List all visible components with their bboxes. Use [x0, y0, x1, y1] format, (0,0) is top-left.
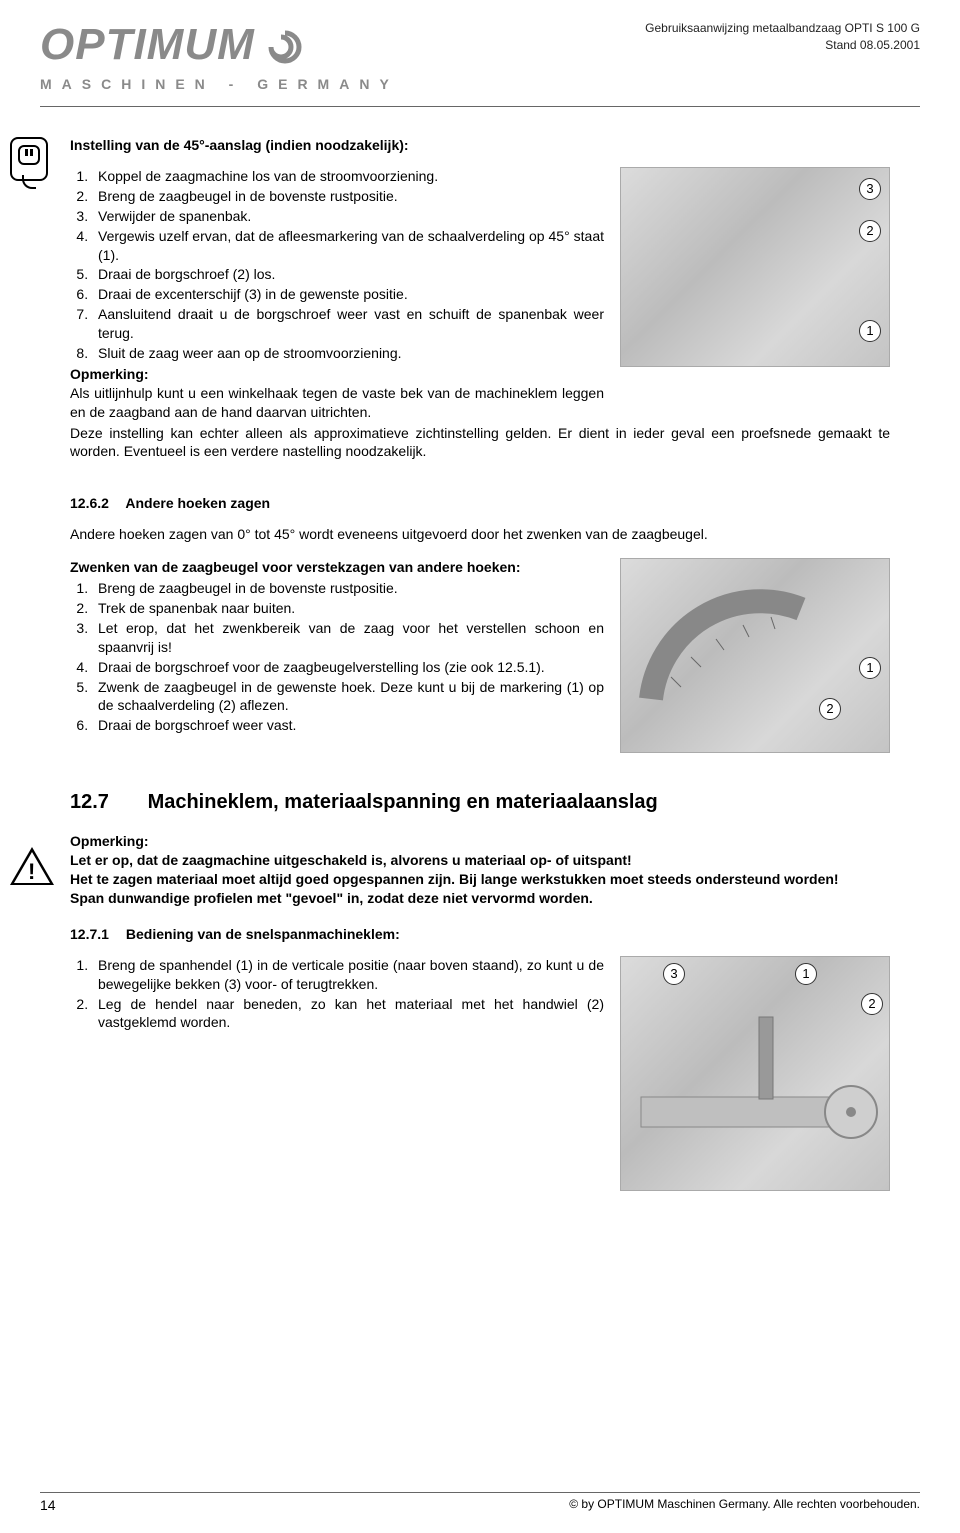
sec1271-two-col: Breng de spanhendel (1) in de verticale …	[70, 956, 890, 1191]
sec45-image-col: 3 2 1	[620, 167, 890, 422]
unplug-icon-col	[10, 137, 48, 181]
sec45-list: Koppel de zaagmachine los van de stroomv…	[70, 167, 604, 363]
sec127-heading: 12.7 Machineklem, materiaalspanning en m…	[70, 791, 890, 814]
photo-clamp: 3 1 2	[620, 956, 890, 1191]
warn-line-1: Let er op, dat de zaagmachine uitgeschak…	[70, 852, 632, 868]
sec45-li: Sluit de zaag weer aan op de stroomvoorz…	[92, 344, 604, 363]
sec45-note: Opmerking: Als uitlijnhulp kunt u een wi…	[70, 365, 604, 422]
page-number: 14	[40, 1497, 56, 1513]
note-label: Opmerking:	[70, 833, 149, 849]
warning-icon-col: !	[10, 847, 54, 885]
sec127-title: Machineklem, materiaalspanning en materi…	[148, 791, 658, 813]
hdr-t-d: S 100 G	[873, 21, 920, 35]
logo-sub: MASCHINEN - GERMANY	[40, 76, 399, 92]
header-date: Stand 08.05.2001	[645, 37, 920, 54]
unplug-icon	[10, 137, 48, 181]
warning-icon: !	[10, 847, 54, 885]
sec45-li: Vergewis uzelf ervan, dat de afleesmarke…	[92, 227, 604, 265]
page-header: OPTIMUM MASCHINEN - GERMANY Gebruiksaanw…	[0, 0, 960, 102]
callout-2: 2	[859, 220, 881, 242]
sec1262-li: Draai de borgschroef weer vast.	[92, 716, 604, 735]
hdr-t-a: Gebruiksaanwijzing metaalbandzaag	[645, 21, 844, 35]
note-label: Opmerking:	[70, 366, 149, 382]
sec1262-li: Let erop, dat het zwenkbereik van de zaa…	[92, 619, 604, 657]
footer-rule	[40, 1492, 920, 1493]
sec1262-text: Zwenken van de zaagbeugel voor verstekza…	[70, 558, 604, 753]
copyright: © by OPTIMUM Maschinen Germany. Alle rec…	[569, 1497, 920, 1513]
sec1262-title: Andere hoeken zagen	[125, 495, 270, 511]
sec1262-num: 12.6.2	[70, 495, 122, 511]
logo-block: OPTIMUM MASCHINEN - GERMANY	[40, 20, 399, 92]
sec45-text: Koppel de zaagmachine los van de stroomv…	[70, 167, 604, 422]
sec45-li: Breng de zaagbeugel in de bovenste rustp…	[92, 187, 604, 206]
sec45-two-col: Koppel de zaagmachine los van de stroomv…	[70, 167, 890, 422]
photo-clamp-overlay	[621, 957, 891, 1192]
sec45-li: Koppel de zaagmachine los van de stroomv…	[92, 167, 604, 186]
section-45deg: Instelling van de 45°-aanslag (indien no…	[70, 137, 890, 461]
sec45-li: Draai de excenterschijf (3) in de gewens…	[92, 285, 604, 304]
sec127-num: 12.7	[70, 791, 142, 814]
sec1262-li: Zwenk de zaagbeugel in de gewenste hoek.…	[92, 678, 604, 716]
sec45-li: Draai de borgschroef (2) los.	[92, 265, 604, 284]
sec1271-li: Leg de hendel naar beneden, zo kan het m…	[92, 995, 604, 1033]
sec1271-li: Breng de spanhendel (1) in de verticale …	[92, 956, 604, 994]
sec1262-heading: 12.6.2 Andere hoeken zagen	[70, 495, 890, 511]
callout-1: 1	[859, 320, 881, 342]
photo-angle-overlay	[621, 559, 891, 754]
page-footer: 14 © by OPTIMUM Maschinen Germany. Alle …	[0, 1492, 960, 1513]
sec1271-list: Breng de spanhendel (1) in de verticale …	[70, 956, 604, 1033]
hdr-t-b: O	[845, 21, 854, 35]
note-text: Als uitlijnhulp kunt u een winkelhaak te…	[70, 385, 604, 420]
logo-spiral-icon	[268, 30, 302, 64]
sec1262-image-col: 1 2	[620, 558, 890, 753]
sec45-li: Aansluitend draait u de borgschroef weer…	[92, 305, 604, 343]
sec1271-heading: 12.7.1 Bediening van de snelspanmachinek…	[70, 926, 890, 942]
photo-45deg: 3 2 1	[620, 167, 890, 367]
sec45-after: Deze instelling kan echter alleen als ap…	[70, 424, 890, 462]
sec1271-num: 12.7.1	[70, 926, 122, 942]
sec1262-li: Draai de borgschroef voor de zaagbeugelv…	[92, 658, 604, 677]
header-doc-title: Gebruiksaanwijzing metaalbandzaag OPTI S…	[645, 20, 920, 37]
sec1262-list: Breng de zaagbeugel in de bovenste rustp…	[70, 579, 604, 735]
sec1271-text: Breng de spanhendel (1) in de verticale …	[70, 956, 604, 1191]
warn-line-3: Span dunwandige profielen met "gevoel" i…	[70, 890, 593, 906]
photo-angle: 1 2	[620, 558, 890, 753]
body-area: Instelling van de 45°-aanslag (indien no…	[0, 107, 960, 1211]
sec45-li: Verwijder de spanenbak.	[92, 207, 604, 226]
footer-row: 14 © by OPTIMUM Maschinen Germany. Alle …	[40, 1497, 920, 1513]
hdr-t-c: PTI	[854, 21, 873, 35]
sec1262-two-col: Zwenken van de zaagbeugel voor verstekza…	[70, 558, 890, 753]
section-12-7: 12.7 Machineklem, materiaalspanning en m…	[10, 791, 890, 1191]
sec1271-title: Bediening van de snelspanmachineklem:	[126, 926, 400, 942]
logo-main: OPTIMUM	[40, 20, 399, 70]
sec1262-intro: Andere hoeken zagen van 0° tot 45° wordt…	[70, 525, 890, 544]
sec1262-li: Breng de zaagbeugel in de bovenste rustp…	[92, 579, 604, 598]
sec1262-subtitle: Zwenken van de zaagbeugel voor verstekza…	[70, 558, 604, 577]
header-right: Gebruiksaanwijzing metaalbandzaag OPTI S…	[645, 20, 920, 54]
sec45-title: Instelling van de 45°-aanslag (indien no…	[70, 137, 890, 153]
warn-line-2: Het te zagen materiaal moet altijd goed …	[70, 871, 839, 887]
callout-3: 3	[859, 178, 881, 200]
sec127-note: Opmerking: Let er op, dat de zaagmachine…	[70, 832, 890, 908]
logo-text: OPTIMUM	[40, 20, 255, 69]
sec1271-image-col: 3 1 2	[620, 956, 890, 1191]
sec1262-li: Trek de spanenbak naar buiten.	[92, 599, 604, 618]
